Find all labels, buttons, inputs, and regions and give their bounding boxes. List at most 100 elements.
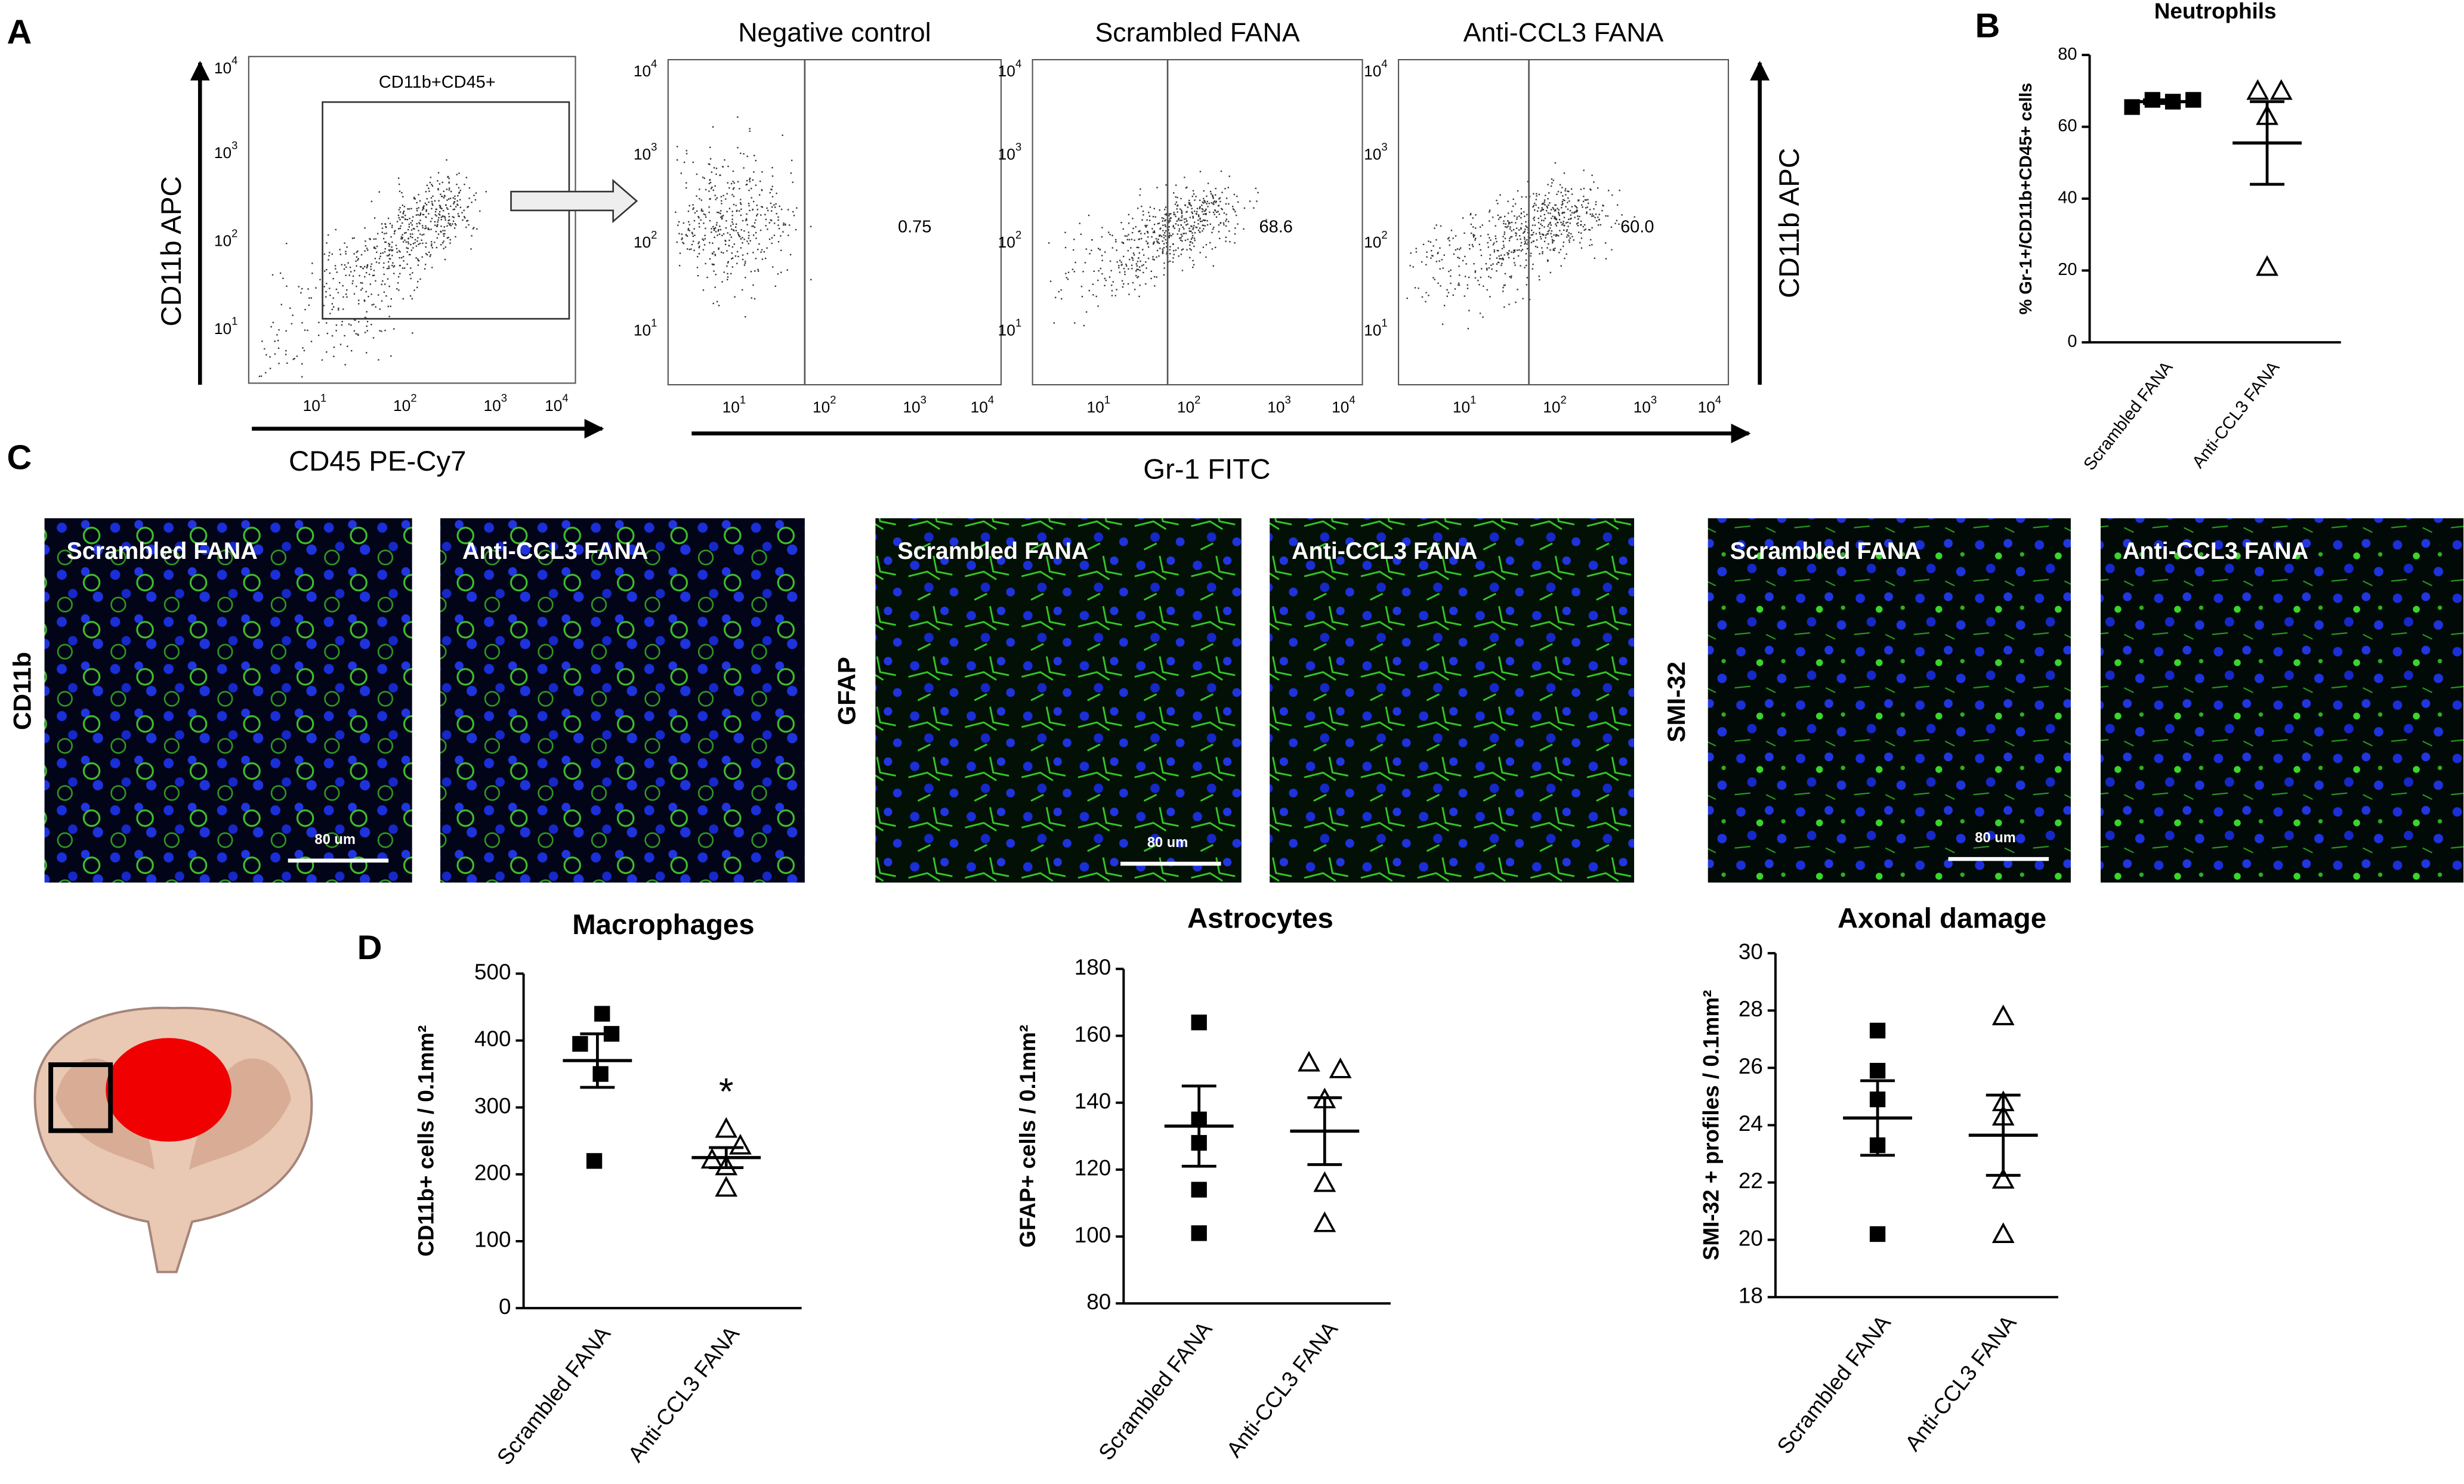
tick-exponent: 4 [562,392,568,404]
panel-label: D [357,929,382,967]
data-point [2185,92,2201,108]
chart-title: Macrophages [572,909,754,941]
data-point [1191,1015,1207,1031]
tick-base: 10 [634,146,651,163]
y-tick-label: 80 [1086,1290,1111,1314]
y-tick-label: 400 [474,1027,511,1051]
micrograph [2100,518,2464,883]
y-tick-label: 102 [214,227,238,249]
flow-plot-frame [1398,58,1730,386]
tick-exponent: 4 [651,57,657,70]
data-point [1313,1211,1336,1232]
tick-exponent: 2 [1561,393,1567,406]
gate-value: 0.75 [898,217,931,236]
data-point [592,1066,609,1082]
tick-exponent: 1 [1470,393,1476,406]
tick-base: 10 [483,397,501,415]
y-tick-label: 20 [1739,1226,1763,1250]
y-tick-label: 101 [214,315,238,338]
tick-base: 10 [393,397,410,415]
data-point [715,1176,738,1197]
micrograph [440,518,805,883]
tick-exponent: 2 [1194,393,1200,406]
tick-exponent: 4 [1715,393,1721,406]
y-tick-label: 28 [1739,997,1763,1021]
block-arrow [510,178,638,224]
tick-exponent: 3 [921,393,927,406]
y-axis-label: GFAP+ cells / 0.1mm² [1015,1025,1040,1248]
x-tick-label: 104 [971,393,995,416]
y-tick-label: 300 [474,1093,511,1118]
y-tick-label: 22 [1739,1168,1763,1193]
panel-label: B [1975,7,2000,45]
data-point [1869,1062,1886,1079]
data-point [2256,255,2278,276]
micrograph-caption: Anti-CCL3 FANA [462,538,648,564]
tick-base: 10 [214,231,231,249]
axis-label: CD45 PE-Cy7 [289,446,467,477]
flow-plot-frame [667,58,1002,386]
x-tick-label: 101 [1086,393,1110,416]
tick-exponent: 4 [231,54,237,67]
tick-exponent: 3 [1381,140,1387,153]
x-tick-label: Anti-CCL3 FANA [1222,1316,1343,1461]
micrograph [1707,518,2071,883]
x-tick-label: Scrambled FANA [1773,1310,1896,1458]
tick-exponent: 2 [830,393,836,406]
data-point [2270,79,2293,100]
flow-title: Scrambled FANA [1095,18,1299,48]
tick-exponent: 2 [1381,228,1387,241]
tick-base: 10 [545,397,562,415]
micrograph [44,518,412,883]
x-tick-label: 102 [393,392,417,415]
y-tick-label: 120 [1074,1156,1111,1180]
micrograph-caption: Scrambled FANA [897,538,1088,564]
data-point [1329,1058,1352,1078]
micrograph-caption: Scrambled FANA [1730,538,1921,564]
chart-title: Astrocytes [1187,902,1333,934]
x-tick-label: 103 [1634,393,1657,416]
y-tick-label: 0 [499,1294,511,1319]
tick-base: 10 [1267,398,1285,416]
error-bar [2143,98,2178,105]
gate-label: CD11b+CD45+ [379,73,496,92]
y-tick-label: 103 [634,140,657,163]
y-tick-label: 104 [998,57,1022,80]
scale-bar-label: 80 um [1147,835,1188,851]
y-tick-label: 500 [474,960,511,984]
data-point [594,1006,610,1022]
y-tick-label: 103 [998,140,1022,163]
error-bar [1986,1093,2021,1177]
chart-title: Neutrophils [2154,0,2277,23]
y-tick-label: 140 [1074,1089,1111,1113]
tick-base: 10 [722,398,740,416]
tick-exponent: 2 [231,227,237,239]
tick-base: 10 [1364,146,1381,163]
tick-exponent: 3 [1651,393,1657,406]
tick-exponent: 1 [320,392,326,404]
x-tick-label: Scrambled FANA [1094,1316,1217,1464]
x-tick-label: Anti-CCL3 FANA [1900,1310,2021,1455]
error-bar [1307,1096,1342,1166]
x-tick-label: 104 [1332,393,1355,416]
event-cloud [675,116,812,318]
y-tick-label: 102 [634,228,657,251]
tick-exponent: 4 [1349,393,1355,406]
x-tick-label: Anti-CCL3 FANA [2188,358,2283,472]
data-point [1191,1225,1207,1241]
row-label: GFAP [833,657,861,725]
row-label: CD11b [8,652,36,730]
tick-exponent: 1 [1015,316,1021,329]
x-tick-label: 103 [903,393,927,416]
tick-base: 10 [903,398,920,416]
y-axis-label: SMI-32 + profiles / 0.1mm² [1699,990,1723,1261]
x-tick-label: Anti-CCL3 FANA [623,1321,745,1466]
data-point [1991,1004,2015,1025]
tick-exponent: 1 [1381,316,1387,329]
tick-base: 10 [214,320,231,338]
tick-exponent: 3 [231,139,237,152]
y-tick-label: 101 [998,316,1022,339]
y-tick-label: 104 [1364,57,1388,80]
error-bar [2250,100,2284,186]
y-axis-label: % Gr-1+/CD11b+CD45+ cells [2017,83,2036,315]
